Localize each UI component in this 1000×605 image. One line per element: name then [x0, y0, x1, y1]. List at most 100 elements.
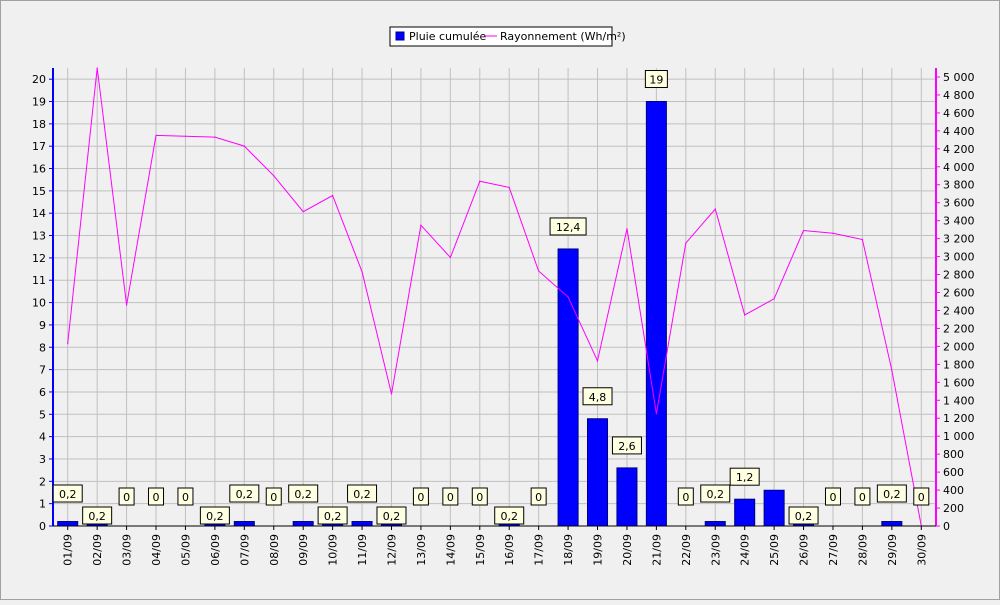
y-left-tick-label: 15	[32, 185, 46, 198]
grid	[53, 68, 936, 527]
radiation-point	[832, 232, 834, 234]
radiation-point	[538, 270, 540, 272]
x-tick-label: 07/09	[238, 534, 251, 566]
radiation-point	[685, 242, 687, 244]
y-left-tick-label: 7	[39, 364, 46, 377]
radiation-point	[861, 238, 864, 241]
x-tick-label: 12/09	[385, 534, 398, 566]
y-right-tick-label: 1 600	[943, 376, 975, 389]
y-left-tick-label: 11	[32, 274, 46, 287]
radiation-point	[744, 314, 746, 316]
legend-box	[389, 26, 613, 47]
data-label: 1,2	[736, 471, 754, 484]
y-left-tick-label: 2	[39, 475, 46, 488]
data-label: 0,2	[353, 488, 371, 501]
bar-series	[57, 101, 903, 527]
bar	[292, 521, 314, 527]
data-label: 0	[270, 491, 277, 504]
x-tick-label: 21/09	[650, 534, 663, 566]
data-label: 2,6	[618, 440, 636, 453]
data-label-box	[471, 487, 488, 506]
radiation-point	[420, 224, 422, 226]
data-label-box	[229, 484, 260, 503]
data-label-box	[854, 487, 871, 506]
data-label: 0	[682, 491, 689, 504]
bar	[734, 498, 756, 527]
bar	[763, 489, 785, 527]
bar	[645, 101, 667, 527]
x-tick-label: 11/09	[356, 534, 369, 566]
radiation-point	[302, 211, 304, 213]
x-tick-label: 24/09	[739, 534, 752, 566]
data-label-box	[82, 506, 113, 525]
radiation-point	[479, 180, 481, 182]
data-label-box	[530, 487, 547, 506]
x-tick-label: 09/09	[297, 534, 310, 566]
radiation-point	[214, 136, 216, 138]
y-right-tick-label: 1 400	[943, 394, 975, 407]
legend: Pluie cumulée Rayonnement (Wh/m²)	[389, 26, 626, 47]
x-tick-label: 28/09	[856, 534, 869, 566]
data-label-box	[788, 506, 819, 525]
bar	[881, 521, 903, 527]
x-tick-label: 17/09	[533, 534, 546, 566]
data-label: 0	[123, 491, 130, 504]
y-right-tick-label: 4 200	[943, 143, 975, 156]
x-tick-label: 26/09	[798, 534, 811, 566]
data-label: 0	[859, 491, 866, 504]
data-label: 0,2	[883, 488, 901, 501]
data-label: 0	[829, 491, 836, 504]
y-left-tick-label: 17	[32, 140, 46, 153]
data-label-box	[913, 487, 930, 506]
y-right-tick-label: 2 200	[943, 322, 975, 335]
y-left-tick-label: 13	[32, 230, 46, 243]
x-tick-label: 25/09	[768, 534, 781, 566]
x-tick-label: 27/09	[827, 534, 840, 566]
data-label-box	[376, 506, 407, 525]
axes: 0123456789101112131415161718192002004006…	[32, 68, 975, 566]
y-right-tick-label: 4 600	[943, 107, 975, 120]
x-tick-label: 29/09	[886, 534, 899, 566]
data-label-box	[824, 487, 841, 506]
data-label-box	[347, 484, 378, 503]
data-label: 0	[153, 491, 160, 504]
y-right-tick-label: 0	[943, 520, 950, 533]
plot-area	[53, 68, 936, 526]
x-tick-label: 10/09	[327, 534, 340, 566]
line-series	[67, 67, 922, 527]
radiation-point	[390, 393, 393, 395]
data-label: 0	[447, 491, 454, 504]
data-label-box	[317, 506, 348, 525]
radiation-point	[626, 228, 628, 230]
bar	[616, 467, 638, 527]
x-tick-label: 19/09	[592, 534, 605, 566]
bar	[233, 521, 255, 527]
data-label-box	[677, 487, 694, 506]
y-left-tick-label: 16	[32, 163, 46, 176]
y-left-tick-label: 18	[32, 118, 46, 131]
radiation-point	[67, 343, 69, 345]
data-label-box	[148, 487, 165, 506]
data-label: 0,2	[206, 510, 224, 523]
y-right-tick-label: 3 000	[943, 251, 975, 264]
radiation-point	[184, 135, 187, 137]
x-tick-label: 01/09	[62, 534, 75, 566]
y-right-tick-label: 200	[943, 502, 964, 515]
data-label: 0,2	[707, 488, 725, 501]
y-left-tick-label: 3	[39, 453, 46, 466]
x-tick-label: 14/09	[444, 534, 457, 566]
data-label: 0,2	[324, 510, 342, 523]
radiation-point	[361, 271, 363, 273]
radiation-point	[596, 360, 599, 362]
y-left-tick-label: 6	[39, 386, 46, 399]
y-right-tick-label: 1 800	[943, 358, 975, 371]
y-right-tick-label: 3 200	[943, 233, 975, 246]
y-right-tick-label: 3 800	[943, 179, 975, 192]
y-right-tick-label: 5 000	[943, 71, 975, 84]
y-right-tick-label: 4 800	[943, 89, 975, 102]
legend-label-rain: Pluie cumulée	[409, 30, 487, 43]
data-label-box	[177, 487, 194, 506]
data-label-box	[611, 436, 642, 455]
y-right-tick-label: 2 800	[943, 269, 975, 282]
radiation-point	[449, 256, 451, 259]
